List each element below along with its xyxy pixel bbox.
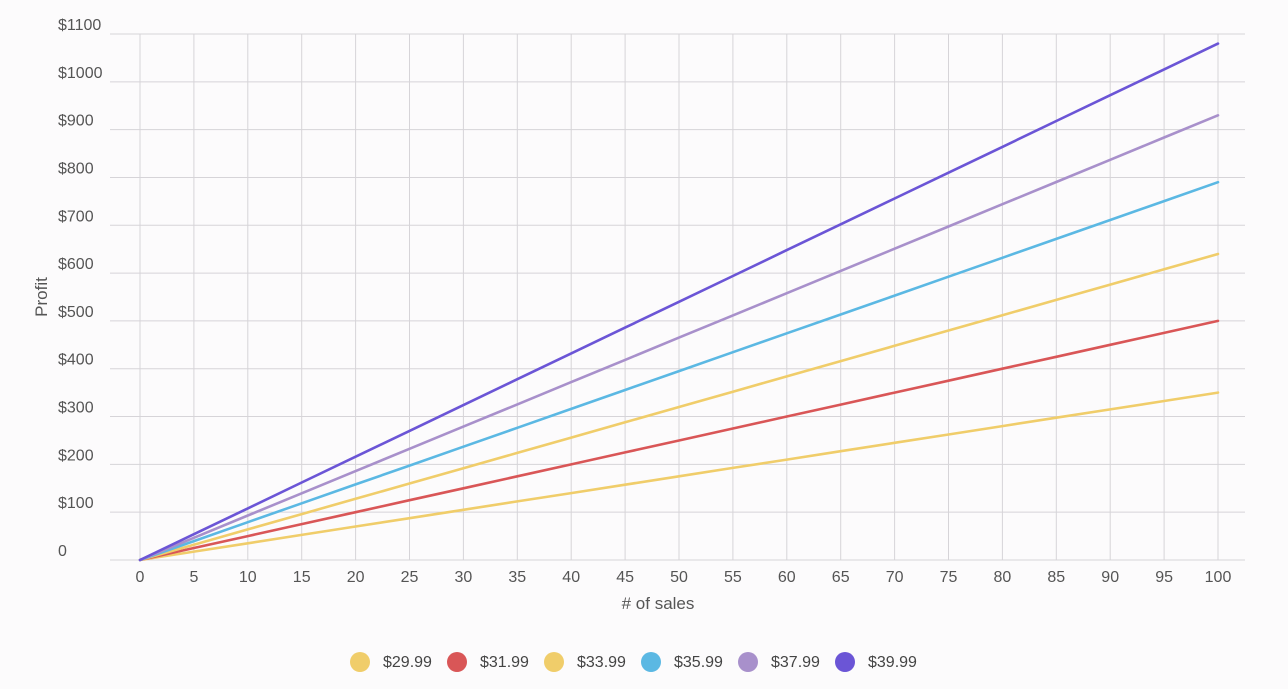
y-tick-label: $600 (58, 256, 94, 273)
y-tick-label: $700 (58, 208, 94, 225)
x-tick-label: 80 (994, 569, 1012, 586)
series-line (138, 42, 1220, 562)
x-tick-label: 65 (832, 569, 850, 586)
y-axis-title: Profit (32, 277, 51, 317)
x-tick-label: 85 (1047, 569, 1065, 586)
x-tick-label: 90 (1101, 569, 1119, 586)
legend-label: $39.99 (868, 654, 917, 671)
x-tick-label: 40 (562, 569, 580, 586)
series-line (138, 180, 1220, 562)
x-tick-label: 100 (1205, 569, 1232, 586)
legend-marker (641, 652, 661, 672)
legend-marker (544, 652, 564, 672)
x-axis: 0 5 10 15 20 25 30 35 40 45 50 55 60 65 70 75 80 85 90 95 10… (136, 569, 1232, 586)
x-tick-label: 30 (455, 569, 473, 586)
y-tick-label: $500 (58, 304, 94, 321)
x-tick-label: 75 (940, 569, 958, 586)
series-line (138, 319, 1220, 562)
x-tick-label: 45 (616, 569, 634, 586)
x-tick-label: 25 (401, 569, 419, 586)
legend-marker (835, 652, 855, 672)
y-tick-label: $200 (58, 447, 94, 464)
legend-marker (350, 652, 370, 672)
legend-label: $29.99 (383, 654, 432, 671)
legend-label: $35.99 (674, 654, 723, 671)
x-tick-label: 70 (886, 569, 904, 586)
y-tick-label: $1000 (58, 65, 103, 82)
x-tick-label: 5 (189, 569, 198, 586)
x-tick-label: 20 (347, 569, 365, 586)
x-tick-label: 60 (778, 569, 796, 586)
y-tick-label: $100 (58, 495, 94, 512)
legend-marker (738, 652, 758, 672)
x-tick-label: 55 (724, 569, 742, 586)
x-axis-title: # of sales (622, 594, 695, 613)
y-tick-label: 0 (58, 543, 67, 560)
legend-label: $37.99 (771, 654, 820, 671)
legend-marker (447, 652, 467, 672)
x-tick-label: 10 (239, 569, 257, 586)
legend-label: $33.99 (577, 654, 626, 671)
y-axis: 0 $100 $200 $300 $400 $500 $600 $700 $800 $900 $10… (58, 17, 103, 560)
legend-label: $31.99 (480, 654, 529, 671)
grid (110, 33, 1245, 561)
series-lines (138, 42, 1220, 562)
y-tick-label: $300 (58, 400, 94, 417)
y-tick-label: $400 (58, 352, 94, 369)
x-tick-label: 50 (670, 569, 688, 586)
series-line (138, 114, 1220, 562)
x-tick-label: 0 (136, 569, 145, 586)
series-line (138, 391, 1220, 562)
x-tick-label: 15 (293, 569, 311, 586)
series-line (138, 252, 1220, 562)
y-tick-label: $1100 (58, 17, 101, 34)
legend: $29.99 $31.99 $33.99 $35.99 $37.99 $39.99 (350, 652, 917, 672)
x-tick-label: 95 (1155, 569, 1173, 586)
y-tick-label: $900 (58, 113, 94, 130)
y-tick-label: $800 (58, 160, 94, 177)
x-tick-label: 35 (508, 569, 526, 586)
